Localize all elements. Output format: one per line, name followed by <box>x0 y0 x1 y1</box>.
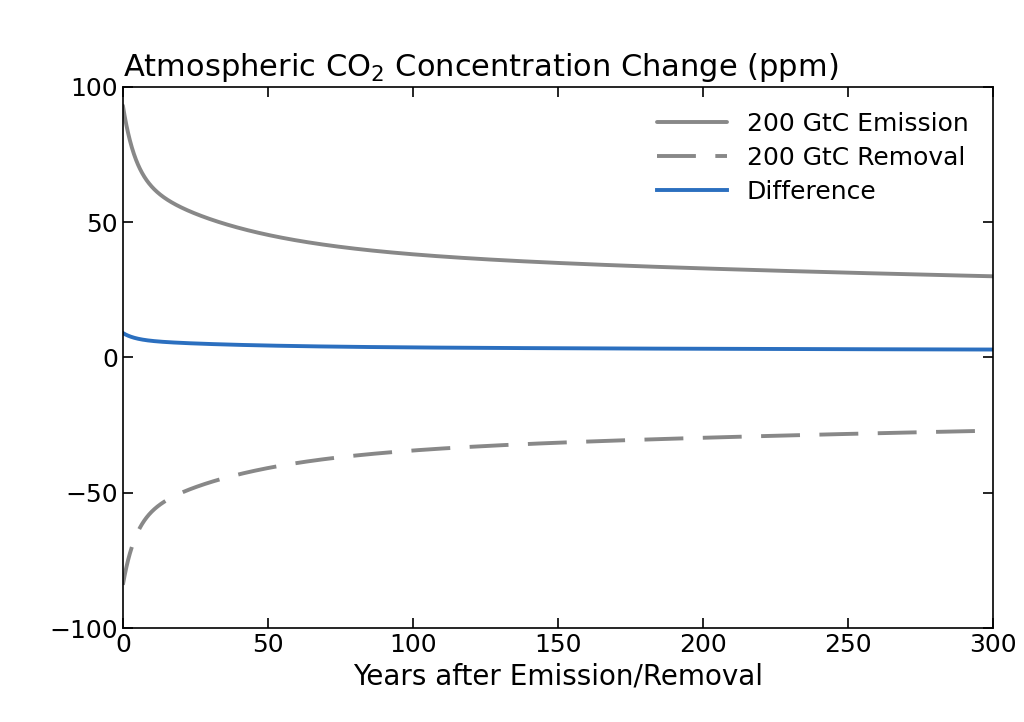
200 GtC Emission <box>488 256 501 264</box>
Difference <box>970 345 982 354</box>
200 GtC Emission <box>451 253 463 262</box>
Difference <box>451 344 463 352</box>
200 GtC Emission <box>877 269 889 278</box>
200 GtC Removal <box>488 441 501 450</box>
200 GtC Removal <box>970 427 982 435</box>
Line: 200 GtC Removal: 200 GtC Removal <box>123 430 993 585</box>
Line: Difference: Difference <box>123 333 993 349</box>
200 GtC Emission <box>267 232 280 240</box>
Difference <box>877 345 889 354</box>
200 GtC Emission <box>117 101 129 110</box>
200 GtC Removal <box>877 429 889 438</box>
200 GtC Emission <box>216 219 228 227</box>
200 GtC Removal <box>987 426 999 435</box>
Line: 200 GtC Emission: 200 GtC Emission <box>123 105 993 277</box>
Difference <box>216 340 228 349</box>
Difference <box>488 344 501 352</box>
Difference <box>117 329 129 337</box>
200 GtC Emission <box>987 272 999 281</box>
200 GtC Removal <box>117 580 129 589</box>
Text: Atmospheric CO$_2$ Concentration Change (ppm): Atmospheric CO$_2$ Concentration Change … <box>123 51 839 84</box>
200 GtC Removal <box>267 463 280 471</box>
Legend: 200 GtC Emission, 200 GtC Removal, Difference: 200 GtC Emission, 200 GtC Removal, Diffe… <box>644 99 981 216</box>
Difference <box>267 342 280 350</box>
200 GtC Emission <box>970 271 982 280</box>
200 GtC Removal <box>216 474 228 483</box>
200 GtC Removal <box>451 443 463 452</box>
X-axis label: Years after Emission/Removal: Years after Emission/Removal <box>353 663 763 690</box>
Difference <box>987 345 999 354</box>
